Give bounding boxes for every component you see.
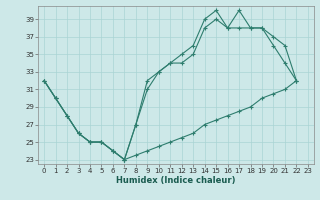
X-axis label: Humidex (Indice chaleur): Humidex (Indice chaleur): [116, 176, 236, 185]
